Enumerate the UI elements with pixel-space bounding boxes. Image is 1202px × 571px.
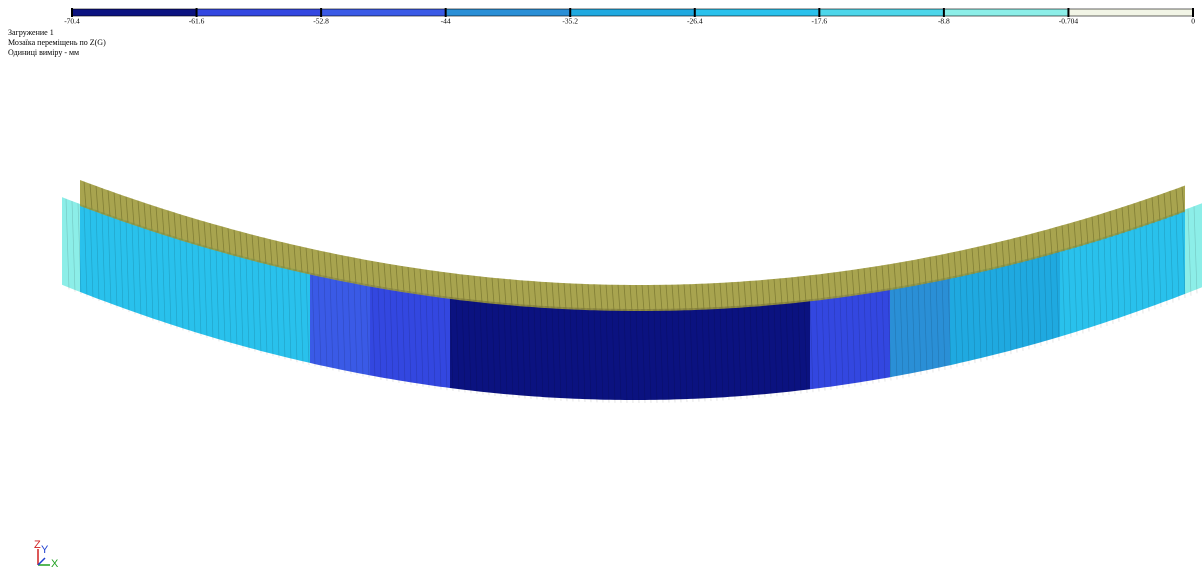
legend-tick-label: -17.6 [812, 17, 828, 26]
legend-swatch [819, 9, 944, 16]
legend-tick-label: -8.8 [938, 17, 950, 26]
deformed-beam [62, 180, 1202, 403]
legend-swatch [944, 9, 1069, 16]
legend-tick-label: -52.8 [313, 17, 329, 26]
result-view: -70.4 -61.6 -52.8 -44 -35.2 -26.4 -17.6 -8.8 -0.… [0, 0, 1202, 571]
beam-zone [62, 197, 80, 292]
load-case: Загружение 1 [8, 28, 54, 37]
legend-tick-label: -70.4 [64, 17, 80, 26]
legend-tick-label: -0.704 [1059, 17, 1079, 26]
legend-swatch [1068, 9, 1193, 16]
legend-swatch [446, 9, 571, 16]
units: Одиниці виміру - мм [8, 48, 79, 57]
legend-swatch [695, 9, 820, 16]
beam-zone [1185, 203, 1202, 294]
color-legend: -70.4 -61.6 -52.8 -44 -35.2 -26.4 -17.6 -8.8 -0.… [64, 8, 1195, 26]
y-axis [38, 558, 45, 565]
y-label: Y [41, 544, 49, 556]
z-label: Z [34, 539, 41, 551]
legend-swatch [197, 9, 322, 16]
legend-tick-label: -35.2 [562, 17, 578, 26]
legend-swatch [570, 9, 695, 16]
beam-zone [890, 277, 950, 377]
axis-triad: Z Y X [34, 539, 59, 570]
legend-tick-label: -44 [441, 17, 451, 26]
legend-swatch [321, 9, 446, 16]
result-type: Мозаїка переміщень по Z(G) [8, 38, 106, 47]
legend-tick-label: -26.4 [687, 17, 703, 26]
legend-swatch [72, 9, 197, 16]
legend-tick-label: -61.6 [189, 17, 205, 26]
legend-tick-label: 0 [1191, 17, 1195, 26]
x-label: X [51, 558, 59, 570]
